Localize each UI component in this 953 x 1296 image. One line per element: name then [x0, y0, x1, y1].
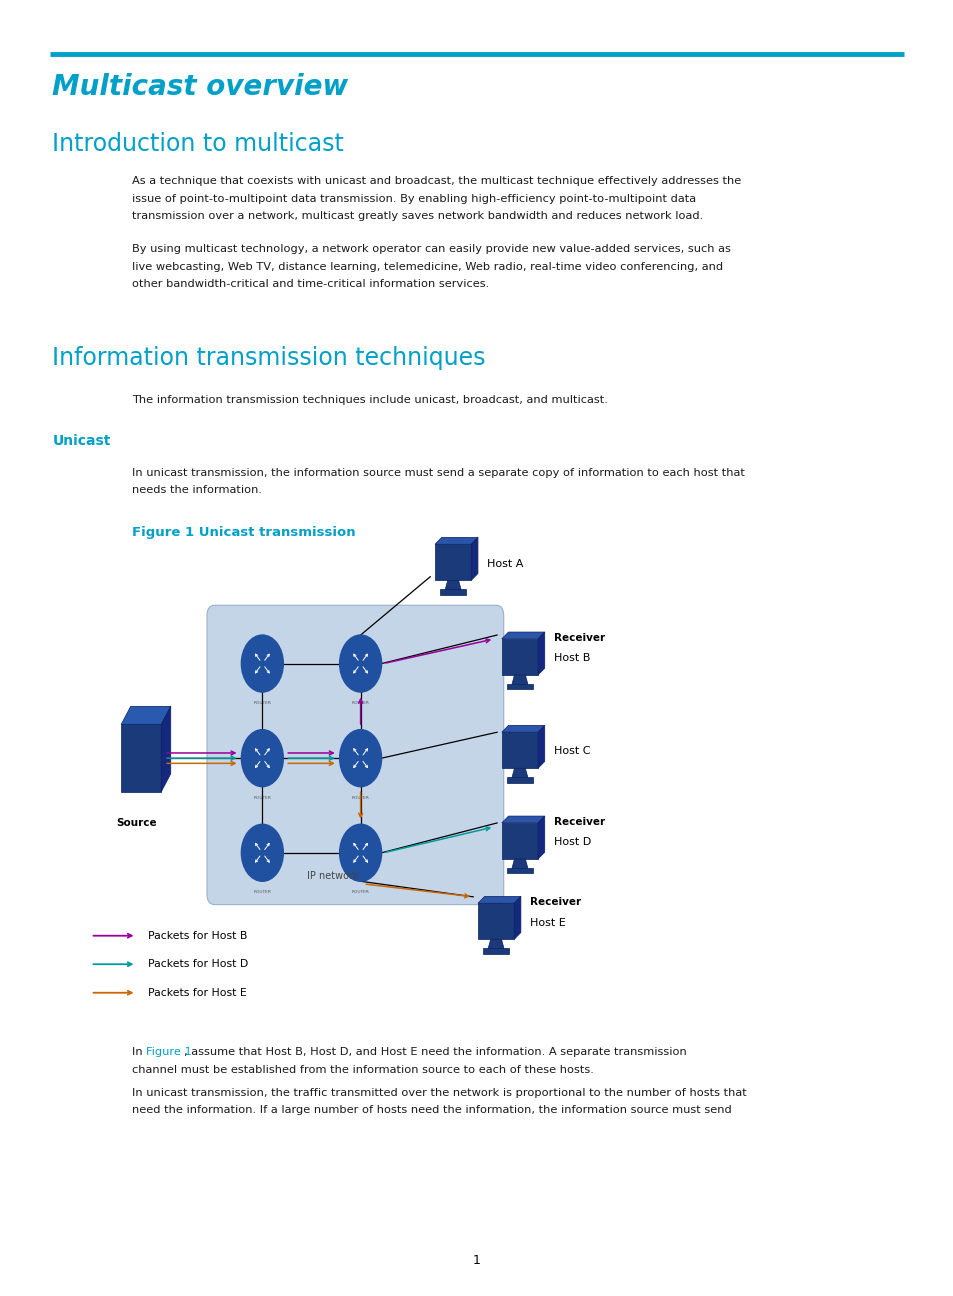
- Text: Introduction to multicast: Introduction to multicast: [52, 132, 344, 157]
- Text: Packets for Host E: Packets for Host E: [148, 988, 247, 998]
- Text: By using multicast technology, a network operator can easily provide new value-a: By using multicast technology, a network…: [132, 245, 730, 254]
- Text: ROUTER: ROUTER: [352, 890, 369, 894]
- Text: need the information. If a large number of hosts need the information, the infor: need the information. If a large number …: [132, 1105, 731, 1116]
- Text: Packets for Host D: Packets for Host D: [148, 959, 248, 969]
- Text: transmission over a network, multicast greatly saves network bandwidth and reduc: transmission over a network, multicast g…: [132, 211, 702, 222]
- Text: ROUTER: ROUTER: [253, 701, 271, 705]
- Text: 1: 1: [473, 1255, 480, 1267]
- Text: Host B: Host B: [554, 653, 590, 664]
- Text: , assume that Host B, Host D, and Host E need the information. A separate transm: , assume that Host B, Host D, and Host E…: [183, 1047, 685, 1058]
- Text: Figure 1: Figure 1: [146, 1047, 192, 1058]
- Polygon shape: [501, 632, 544, 639]
- Polygon shape: [514, 897, 520, 940]
- Polygon shape: [445, 581, 460, 590]
- Text: Unicast: Unicast: [52, 434, 111, 448]
- Circle shape: [241, 635, 283, 692]
- Bar: [507, 778, 532, 783]
- Text: Host D: Host D: [554, 837, 591, 848]
- Circle shape: [339, 730, 381, 787]
- Text: Information transmission techniques: Information transmission techniques: [52, 346, 485, 371]
- Polygon shape: [477, 897, 520, 903]
- Polygon shape: [501, 816, 544, 823]
- Polygon shape: [435, 538, 477, 544]
- Text: ROUTER: ROUTER: [253, 890, 271, 894]
- Text: In: In: [132, 1047, 146, 1058]
- Text: Host E: Host E: [530, 918, 565, 928]
- Bar: [501, 732, 537, 769]
- Text: In unicast transmission, the traffic transmitted over the network is proportiona: In unicast transmission, the traffic tra…: [132, 1087, 745, 1098]
- FancyBboxPatch shape: [207, 605, 503, 905]
- Text: Source: Source: [116, 818, 156, 828]
- Text: Figure 1 Unicast transmission: Figure 1 Unicast transmission: [132, 526, 355, 539]
- Polygon shape: [512, 769, 527, 778]
- Polygon shape: [501, 726, 544, 732]
- Circle shape: [339, 824, 381, 881]
- Circle shape: [241, 824, 283, 881]
- Text: In unicast transmission, the information source must send a separate copy of inf: In unicast transmission, the information…: [132, 468, 743, 478]
- Polygon shape: [512, 675, 527, 684]
- Text: ROUTER: ROUTER: [352, 796, 369, 800]
- Text: Host A: Host A: [487, 559, 523, 569]
- Bar: [440, 590, 465, 595]
- Polygon shape: [471, 538, 477, 581]
- Bar: [435, 544, 471, 581]
- Polygon shape: [537, 726, 544, 769]
- Circle shape: [241, 730, 283, 787]
- Bar: [501, 823, 537, 859]
- Text: ROUTER: ROUTER: [253, 796, 271, 800]
- Text: Packets for Host B: Packets for Host B: [148, 931, 247, 941]
- Text: Receiver: Receiver: [554, 632, 605, 643]
- Text: IP network: IP network: [307, 871, 358, 881]
- Bar: [507, 684, 532, 689]
- Text: needs the information.: needs the information.: [132, 486, 261, 495]
- Text: channel must be established from the information source to each of these hosts.: channel must be established from the inf…: [132, 1065, 593, 1074]
- Bar: [483, 949, 508, 954]
- Polygon shape: [537, 816, 544, 859]
- Bar: [507, 868, 532, 874]
- Text: Multicast overview: Multicast overview: [52, 73, 348, 101]
- Polygon shape: [161, 706, 171, 792]
- Text: issue of point-to-multipoint data transmission. By enabling high-efficiency poin: issue of point-to-multipoint data transm…: [132, 193, 695, 203]
- Bar: [501, 639, 537, 675]
- Bar: [477, 903, 514, 940]
- Circle shape: [339, 635, 381, 692]
- Text: As a technique that coexists with unicast and broadcast, the multicast technique: As a technique that coexists with unicas…: [132, 176, 740, 187]
- Text: The information transmission techniques include unicast, broadcast, and multicas: The information transmission techniques …: [132, 395, 607, 406]
- Text: Receiver: Receiver: [530, 897, 581, 907]
- Text: other bandwidth-critical and time-critical information services.: other bandwidth-critical and time-critic…: [132, 280, 488, 289]
- Polygon shape: [537, 632, 544, 675]
- Polygon shape: [512, 859, 527, 868]
- Text: ROUTER: ROUTER: [352, 701, 369, 705]
- Text: Receiver: Receiver: [554, 816, 605, 827]
- Text: Host C: Host C: [554, 746, 590, 757]
- Polygon shape: [121, 724, 161, 792]
- Polygon shape: [488, 940, 503, 949]
- Polygon shape: [121, 706, 171, 724]
- Text: live webcasting, Web TV, distance learning, telemedicine, Web radio, real-time v: live webcasting, Web TV, distance learni…: [132, 262, 722, 272]
